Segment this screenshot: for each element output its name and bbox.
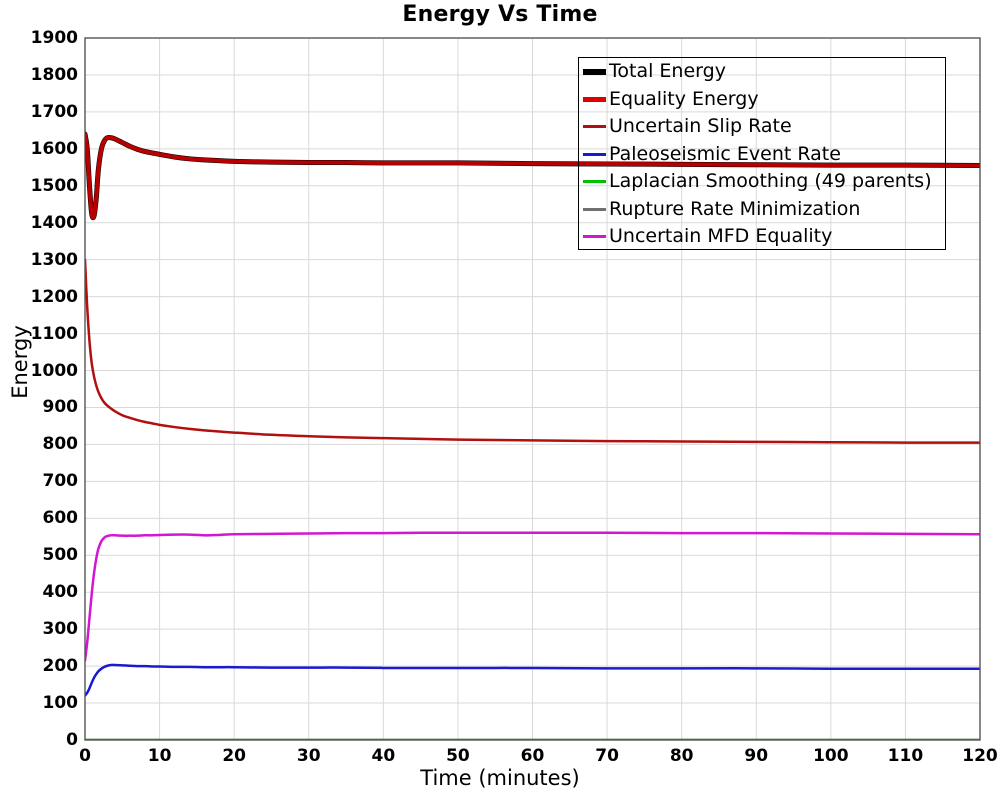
y-tick-label: 900: [42, 397, 79, 418]
legend-color-swatch: [583, 96, 606, 102]
legend-item[interactable]: Total Energy: [579, 58, 945, 86]
legend-item[interactable]: Equality Energy: [579, 86, 945, 114]
y-tick-label: 500: [42, 545, 79, 566]
plot-frame: [84, 37, 981, 741]
x-tick-label: 100: [813, 746, 849, 766]
x-tick-label: 120: [962, 746, 998, 766]
y-tick-label: 300: [42, 619, 79, 640]
y-tick-label: 1200: [30, 286, 78, 307]
legend-item-label: Rupture Rate Minimization: [609, 197, 861, 220]
legend-color-swatch: [583, 207, 606, 211]
y-tick-label: 700: [42, 471, 79, 492]
y-axis-tick-labels: 1900 1800 1700 1600 1500 1400 1300 1200 1100 1000…: [8, 0, 78, 800]
y-tick-label: 1100: [30, 323, 78, 344]
legend-color-swatch: [583, 68, 606, 75]
legend-item[interactable]: Paleoseismic Event Rate: [579, 141, 945, 169]
chart-title: Energy Vs Time: [402, 2, 598, 27]
x-tick-label: 60: [520, 746, 545, 766]
legend-item-label: Uncertain Slip Rate: [609, 115, 792, 138]
series-lines: [85, 131, 980, 740]
chart-legend[interactable]: Total Energy Equality Energy Uncertain Sli…: [578, 57, 946, 250]
y-tick-label: 1800: [30, 64, 78, 85]
legend-item-label: Equality Energy: [609, 87, 759, 110]
y-tick-label: 1700: [30, 101, 78, 122]
legend-item-label: Laplacian Smoothing (49 parents): [609, 170, 932, 193]
x-tick-label: 10: [147, 746, 172, 766]
legend-overlay-lines: [85, 131, 980, 221]
y-tick-label: 1600: [30, 138, 78, 159]
y-tick-label: 200: [42, 656, 79, 677]
x-tick-label: 30: [296, 746, 321, 766]
legend-item[interactable]: Uncertain Slip Rate: [579, 113, 945, 141]
y-tick-label: 1500: [30, 175, 78, 196]
x-tick-label: 110: [887, 746, 924, 766]
legend-item[interactable]: Rupture Rate Minimization: [579, 196, 945, 224]
legend-color-swatch: [583, 152, 606, 156]
y-tick-label: 1000: [30, 360, 78, 381]
x-tick-label: 90: [744, 746, 769, 766]
x-tick-label: 0: [79, 746, 91, 766]
legend-item[interactable]: Laplacian Smoothing (49 parents): [579, 168, 945, 196]
x-tick-label: 80: [669, 746, 694, 766]
legend-color-swatch: [583, 125, 606, 129]
x-tick-label: 20: [222, 746, 246, 766]
y-tick-label: 100: [42, 693, 79, 714]
legend-color-swatch: [583, 235, 606, 239]
y-tick-label: 1900: [30, 28, 78, 48]
x-tick-label: 40: [371, 746, 396, 766]
y-tick-label: 0: [66, 730, 78, 750]
x-axis-label: Time (minutes): [420, 766, 580, 790]
y-tick-label: 1400: [30, 212, 78, 233]
legend-item[interactable]: Uncertain MFD Equality: [579, 223, 945, 251]
legend-color-swatch: [583, 180, 606, 184]
x-tick-label: 70: [595, 746, 619, 766]
legend-item-label: Uncertain MFD Equality: [609, 225, 833, 248]
legend-item-label: Total Energy: [609, 60, 726, 83]
x-tick-label: 50: [446, 746, 470, 766]
y-tick-label: 400: [42, 582, 79, 603]
y-tick-label: 1300: [30, 249, 78, 270]
legend-item-label: Paleoseismic Event Rate: [609, 142, 841, 165]
y-tick-label: 600: [42, 508, 79, 529]
y-tick-label: 800: [42, 434, 79, 455]
